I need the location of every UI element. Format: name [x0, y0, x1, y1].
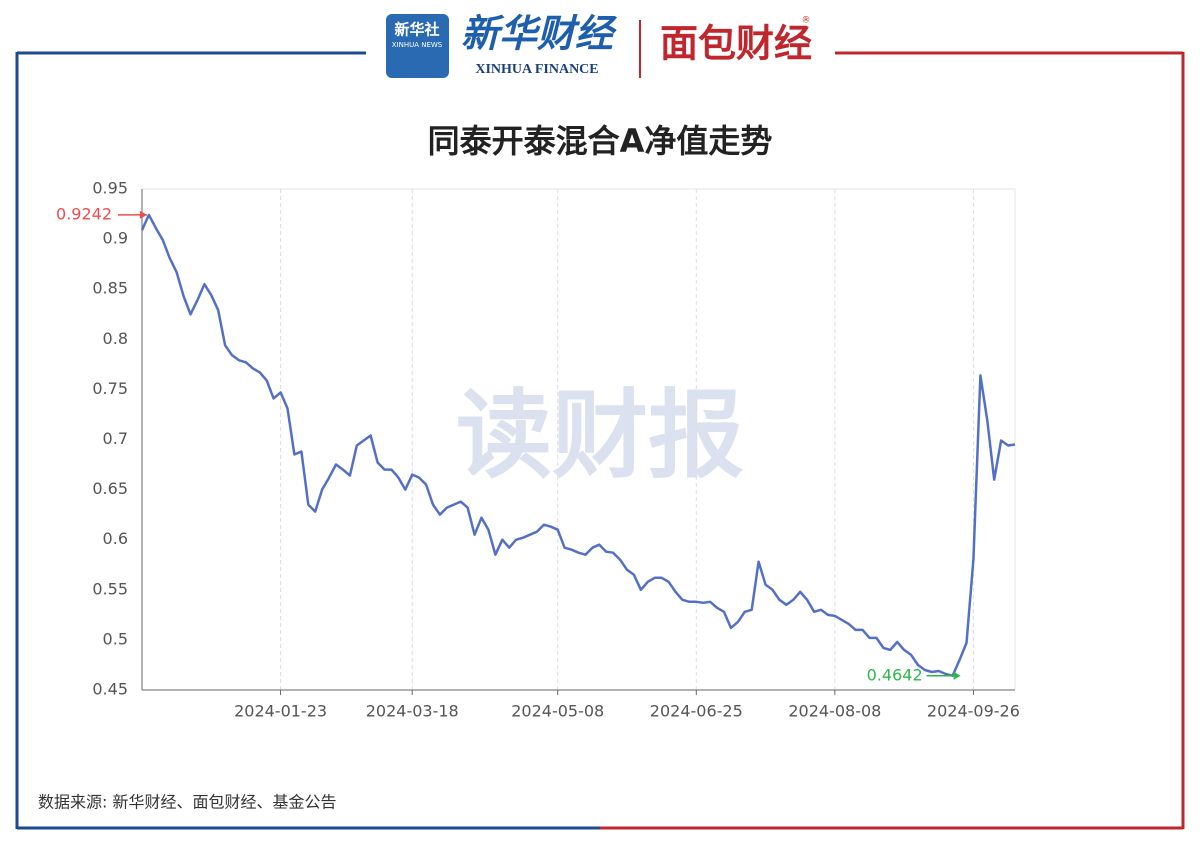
- y-tick-label: 0.65: [92, 479, 128, 498]
- x-tick-label: 2024-01-23: [234, 702, 327, 721]
- logo-text: ®: [802, 16, 811, 26]
- x-tick-label: 2024-08-08: [788, 702, 881, 721]
- y-tick-label: 0.55: [92, 579, 128, 598]
- logo-text: XINHUA NEWS: [392, 41, 443, 49]
- watermark: 读财报: [456, 379, 744, 491]
- marker-arrow-head: [953, 671, 961, 680]
- y-tick-label: 0.75: [92, 379, 128, 398]
- x-tick-label: 2024-06-25: [650, 702, 743, 721]
- y-tick-label: 0.45: [92, 680, 128, 699]
- logo-text: 新华财经: [461, 11, 618, 56]
- marker-arrow-head: [139, 210, 147, 219]
- y-tick-label: 0.8: [103, 329, 128, 348]
- y-tick-label: 0.5: [103, 629, 128, 648]
- logo-text: 新华社: [394, 21, 439, 39]
- max-label: 0.9242: [56, 204, 112, 223]
- xinhua-logo: [386, 14, 449, 78]
- chart-title: 同泰开泰混合A净值走势: [428, 122, 773, 160]
- x-tick-label: 2024-03-18: [366, 702, 459, 721]
- y-tick-label: 0.9: [103, 229, 128, 248]
- x-tick-label: 2024-05-08: [511, 702, 604, 721]
- data-line: [140, 213, 1016, 678]
- y-tick-label: 0.6: [103, 529, 128, 548]
- source-note: 数据来源: 新华财经、面包财经、基金公告: [38, 793, 336, 812]
- y-tick-label: 0.7: [103, 429, 128, 448]
- logo-text: 面包财经: [660, 22, 812, 66]
- y-tick-label: 0.85: [92, 279, 128, 298]
- logo-text: XINHUA FINANCE: [475, 62, 598, 77]
- min-label: 0.4642: [867, 665, 923, 684]
- x-tick-label: 2024-09-26: [927, 702, 1020, 721]
- y-tick-label: 0.95: [92, 179, 128, 198]
